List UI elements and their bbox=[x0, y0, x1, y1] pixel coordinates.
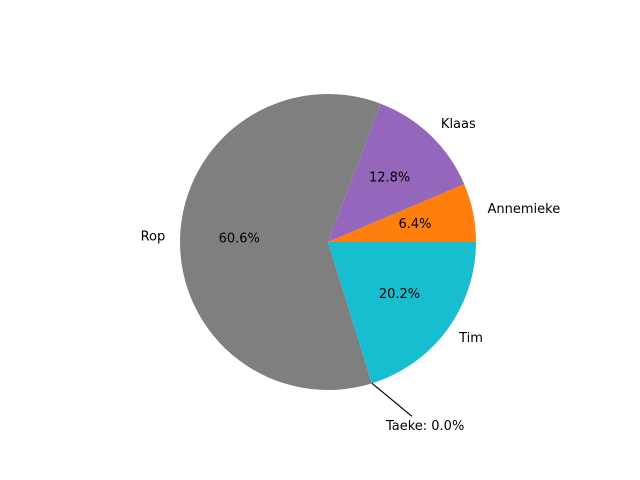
pct-label-rop: 60.6% bbox=[219, 232, 260, 247]
pie-slice-annemieke bbox=[328, 184, 476, 242]
pct-label-tim: 20.2% bbox=[379, 287, 420, 302]
pie-wedges bbox=[180, 94, 476, 390]
slice-label-tim: Tim bbox=[458, 331, 483, 346]
pie-annotations: Taeke: 0.0% bbox=[371, 382, 464, 434]
slice-label-rop: Rop bbox=[141, 229, 166, 244]
annotation-text-taeke: Taeke: 0.0% bbox=[385, 419, 464, 434]
pct-label-klaas: 12.8% bbox=[369, 171, 410, 186]
annotation-arrow-taeke bbox=[371, 382, 413, 417]
pie-slice-tim bbox=[328, 242, 476, 384]
pie-slice-rop bbox=[180, 94, 381, 390]
pct-label-annemieke: 6.4% bbox=[398, 217, 431, 232]
pie-slice-klaas bbox=[328, 103, 465, 242]
pie-labels: Annemieke 6.4% Klaas 12.8% Rop 60.6% Tim 20.2% bbox=[141, 117, 561, 346]
slice-label-annemieke: Annemieke bbox=[488, 202, 561, 217]
slice-label-klaas: Klaas bbox=[441, 117, 476, 132]
